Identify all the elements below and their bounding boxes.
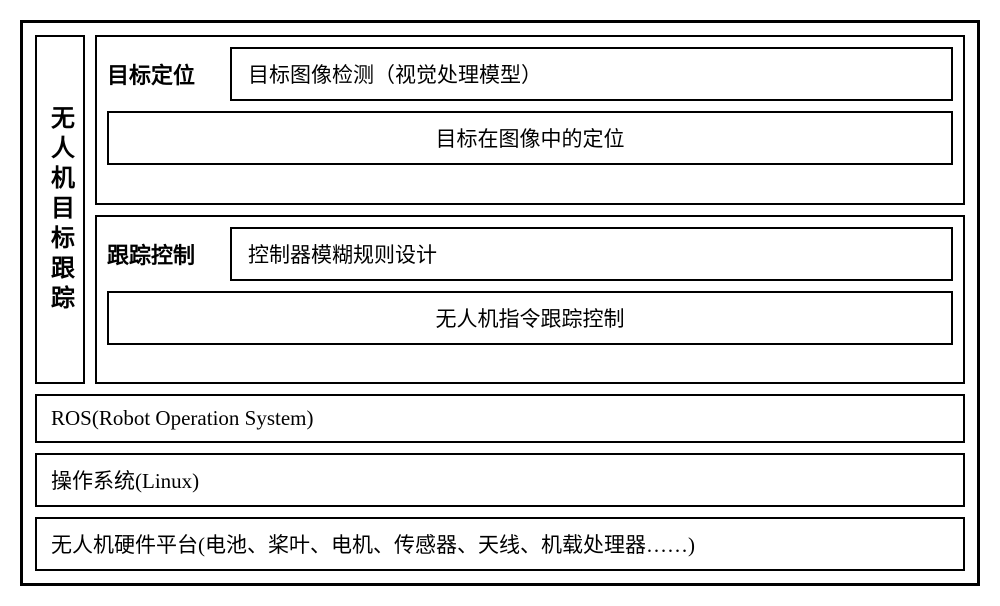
bottom-row-os: 操作系统(Linux) xyxy=(35,453,965,507)
right-sections: 目标定位 目标图像检测（视觉处理模型） 目标在图像中的定位 跟踪控制 控制器模糊… xyxy=(95,35,965,384)
inner-box-image-positioning: 目标在图像中的定位 xyxy=(107,111,953,165)
section-label: 跟踪控制 xyxy=(107,238,212,270)
inner-box-fuzzy-rule: 控制器模糊规则设计 xyxy=(230,227,953,281)
vertical-title: 无人机目标跟踪 xyxy=(35,35,85,384)
inner-box-image-detection: 目标图像检测（视觉处理模型） xyxy=(230,47,953,101)
section-label: 目标定位 xyxy=(107,58,212,90)
upper-section: 无人机目标跟踪 目标定位 目标图像检测（视觉处理模型） 目标在图像中的定位 跟踪… xyxy=(35,35,965,384)
bottom-row-ros: ROS(Robot Operation System) xyxy=(35,394,965,443)
inner-box-command-tracking: 无人机指令跟踪控制 xyxy=(107,291,953,345)
section-row-2: 跟踪控制 控制器模糊规则设计 xyxy=(107,227,953,281)
section-row-1: 目标定位 目标图像检测（视觉处理模型） xyxy=(107,47,953,101)
section-tracking-control: 跟踪控制 控制器模糊规则设计 无人机指令跟踪控制 xyxy=(95,215,965,385)
bottom-row-hardware: 无人机硬件平台(电池、桨叶、电机、传感器、天线、机载处理器……) xyxy=(35,517,965,571)
diagram-frame: 无人机目标跟踪 目标定位 目标图像检测（视觉处理模型） 目标在图像中的定位 跟踪… xyxy=(20,20,980,586)
section-target-positioning: 目标定位 目标图像检测（视觉处理模型） 目标在图像中的定位 xyxy=(95,35,965,205)
